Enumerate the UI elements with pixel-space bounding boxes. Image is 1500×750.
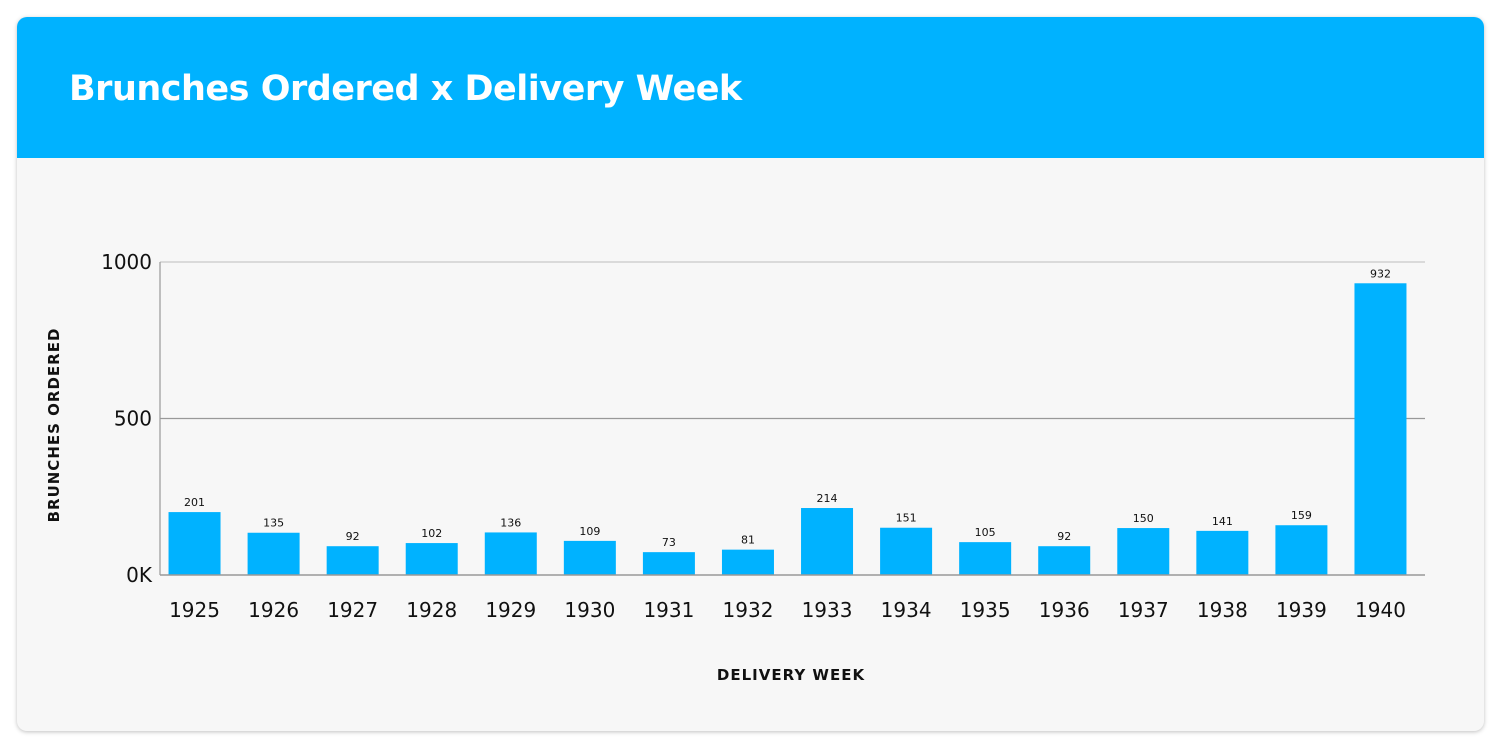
data-label: 102 (421, 527, 442, 540)
x-tick-label: 1925 (169, 598, 220, 622)
chart-title: Brunches Ordered x Delivery Week (69, 69, 742, 109)
data-label: 73 (662, 536, 676, 549)
data-label: 159 (1291, 509, 1312, 522)
bar (959, 542, 1012, 575)
bar (1354, 283, 1407, 575)
data-label: 201 (184, 496, 205, 509)
data-label: 214 (817, 492, 838, 505)
x-tick-label: 1932 (723, 598, 774, 622)
x-tick-label: 1926 (248, 598, 299, 622)
bar (168, 512, 221, 575)
bar (1038, 546, 1091, 575)
x-tick-label: 1935 (960, 598, 1011, 622)
x-tick-label: 1937 (1118, 598, 1169, 622)
data-label: 150 (1133, 512, 1154, 525)
bar (405, 543, 458, 575)
x-tick-label: 1929 (485, 598, 536, 622)
y-tick-label: 0K (126, 563, 153, 587)
x-tick-label: 1930 (564, 598, 615, 622)
x-tick-label: 1939 (1276, 598, 1327, 622)
bar (1275, 525, 1328, 575)
bar (880, 527, 933, 575)
y-tick-label: 1000 (101, 250, 152, 274)
x-tick-label: 1927 (327, 598, 378, 622)
bar (1196, 530, 1249, 575)
bar (563, 540, 616, 575)
bar (484, 532, 537, 575)
bar (721, 549, 774, 575)
x-tick-label: 1928 (406, 598, 457, 622)
data-label: 136 (500, 516, 521, 529)
data-label: 141 (1212, 515, 1233, 528)
data-label: 109 (579, 525, 600, 538)
x-tick-label: 1940 (1355, 598, 1406, 622)
x-axis-label: DELIVERY WEEK (717, 666, 866, 684)
x-tick-label: 1933 (802, 598, 853, 622)
data-label: 92 (1057, 530, 1071, 543)
data-label: 151 (896, 512, 917, 525)
chart-header: Brunches Ordered x Delivery Week (17, 17, 1484, 158)
bar (801, 508, 854, 575)
bar (1117, 528, 1170, 575)
x-tick-label: 1938 (1197, 598, 1248, 622)
y-tick-label: 500 (114, 407, 152, 431)
chart-card: Brunches Ordered x Delivery Week (17, 17, 1484, 731)
x-tick-label: 1931 (643, 598, 694, 622)
data-label: 81 (741, 534, 755, 547)
y-axis-label: BRUNCHES ORDERED (45, 328, 63, 523)
data-label: 135 (263, 517, 284, 530)
data-label: 92 (346, 530, 360, 543)
data-label: 105 (975, 526, 996, 539)
bar (247, 532, 300, 575)
bar (326, 546, 379, 575)
x-tick-label: 1934 (881, 598, 932, 622)
data-label: 932 (1370, 267, 1391, 280)
x-tick-label: 1936 (1039, 598, 1090, 622)
bar (642, 552, 695, 575)
